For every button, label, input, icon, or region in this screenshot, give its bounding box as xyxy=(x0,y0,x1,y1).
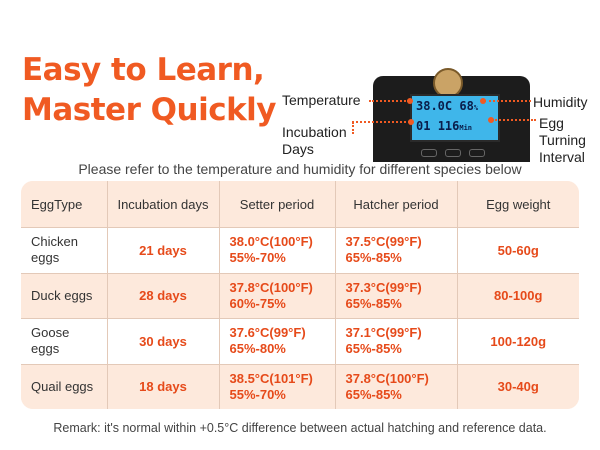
lcd-row-temperature-humidity: 38.0C 68% xyxy=(416,99,478,113)
setter-humidity: 65%-80% xyxy=(229,341,286,357)
egg-type-cell: Duck eggs xyxy=(21,272,108,320)
hatcher-temperature: 37.1°C(99°F) xyxy=(345,325,422,341)
hatcher-temperature: 37.5°C(99°F) xyxy=(345,234,422,250)
setter-period-cell: 38.0°C(100°F) 55%-70% xyxy=(218,227,336,274)
hatcher-temperature: 37.8°C(100°F) xyxy=(345,370,429,386)
table-row: Goose eggs 30 days 37.6°C(99°F) 65%-80% 37… xyxy=(21,318,579,365)
incubation-days-dot xyxy=(408,119,414,125)
incubation-days-label-line-2: Days xyxy=(282,141,314,157)
hatcher-humidity: 65%-85% xyxy=(345,386,402,402)
device-button xyxy=(469,149,485,157)
lcd-row-days-interval: 01 116Min xyxy=(416,119,472,133)
hatcher-temperature: 37.3°C(99°F) xyxy=(345,279,422,295)
incubation-days-leader-line xyxy=(352,122,354,134)
table-header-row: EggType Incubation days Setter period Ha… xyxy=(21,181,579,228)
lcd-turning-interval: 116 xyxy=(437,119,460,133)
setter-humidity: 55%-70% xyxy=(229,386,286,402)
egg-type-line-2: eggs xyxy=(31,341,60,357)
lcd-temperature: 38.0C xyxy=(416,99,453,113)
header-egg-weight: Egg weight xyxy=(456,181,579,228)
incubation-days-cell: 28 days xyxy=(106,272,220,320)
headline-line-1: Easy to Learn, xyxy=(22,52,265,88)
lcd-display: 38.0C 68% 01 116Min xyxy=(410,94,500,142)
headline-line-2: Master Quickly xyxy=(22,92,277,128)
egg-type-cell: Quail eggs xyxy=(21,363,108,409)
incubation-days-cell: 30 days xyxy=(106,318,220,365)
hatcher-humidity: 65%-85% xyxy=(345,295,402,311)
setter-humidity: 60%-75% xyxy=(229,295,286,311)
humidity-leader-line xyxy=(484,100,531,102)
headline: Easy to Learn, Master Quickly xyxy=(22,50,277,130)
species-reference-table: EggType Incubation days Setter period Ha… xyxy=(21,181,579,409)
setter-temperature: 37.8°C(100°F) xyxy=(229,279,313,295)
egg-type-line-1: Goose xyxy=(31,325,70,341)
temperature-dot xyxy=(407,98,413,104)
setter-period-cell: 38.5°C(101°F) 55%-70% xyxy=(218,363,336,409)
humidity-dot xyxy=(480,98,486,104)
setter-temperature: 38.0°C(100°F) xyxy=(229,234,313,250)
egg-turning-dot xyxy=(488,117,494,123)
incubation-days-cell: 18 days xyxy=(106,363,220,409)
humidity-label: Humidity xyxy=(533,94,588,110)
hatcher-period-cell: 37.3°C(99°F) 65%-85% xyxy=(334,272,458,320)
egg-weight-cell: 50-60g xyxy=(456,227,579,274)
egg-type-line-2: eggs xyxy=(31,250,60,266)
hatcher-humidity: 65%-85% xyxy=(345,250,402,266)
lcd-humidity-unit: % xyxy=(473,104,479,112)
hatcher-period-cell: 37.8°C(100°F) 65%-85% xyxy=(334,363,458,409)
egg-turning-label-line-1: Egg xyxy=(539,115,564,131)
lcd-interval-unit: Min xyxy=(459,124,473,132)
header-egg-type: EggType xyxy=(21,181,108,228)
temperature-leader-line xyxy=(369,100,409,102)
setter-temperature: 38.5°C(101°F) xyxy=(229,370,313,386)
setter-humidity: 55%-70% xyxy=(229,250,286,266)
incubation-days-label: Incubation Days xyxy=(282,124,347,158)
hatcher-period-cell: 37.5°C(99°F) 65%-85% xyxy=(334,227,458,274)
incubation-days-leader-line-h xyxy=(352,121,410,123)
table-row: Quail eggs 18 days 38.5°C(101°F) 55%-70% … xyxy=(21,363,579,409)
knob-icon xyxy=(433,68,463,98)
egg-weight-cell: 100-120g xyxy=(456,318,579,365)
egg-weight-cell: 30-40g xyxy=(456,363,579,409)
egg-weight-cell: 80-100g xyxy=(456,272,579,320)
incubation-days-label-line-1: Incubation xyxy=(282,124,347,140)
remark-text: Remark: it's normal within +0.5°C differ… xyxy=(53,421,547,435)
header-setter-period: Setter period xyxy=(218,181,336,228)
lcd-humidity: 68 xyxy=(459,99,474,113)
setter-period-cell: 37.6°C(99°F) 65%-80% xyxy=(218,318,336,365)
egg-turning-label-line-2: Turning xyxy=(539,132,586,148)
table-intro-text: Please refer to the temperature and humi… xyxy=(78,161,522,177)
device-button xyxy=(445,149,461,157)
egg-type-cell: Chicken eggs xyxy=(21,227,108,274)
egg-type-line-1: Chicken xyxy=(31,234,78,250)
device-button xyxy=(421,149,437,157)
egg-turning-interval-label: Egg Turning Interval xyxy=(539,115,586,166)
header-incubation-days: Incubation days xyxy=(106,181,220,228)
egg-turning-label-line-3: Interval xyxy=(539,149,585,165)
egg-type-cell: Goose eggs xyxy=(21,318,108,365)
hatcher-humidity: 65%-85% xyxy=(345,341,402,357)
hatcher-period-cell: 37.1°C(99°F) 65%-85% xyxy=(334,318,458,365)
egg-type-line-1: Quail eggs xyxy=(31,378,94,394)
table-row: Chicken eggs 21 days 38.0°C(100°F) 55%-70%… xyxy=(21,227,579,274)
setter-period-cell: 37.8°C(100°F) 60%-75% xyxy=(218,272,336,320)
temperature-label: Temperature xyxy=(282,92,361,108)
incubation-days-cell: 21 days xyxy=(106,227,220,274)
table-row: Duck eggs 28 days 37.8°C(100°F) 60%-75% 3… xyxy=(21,272,579,320)
setter-temperature: 37.6°C(99°F) xyxy=(229,325,306,341)
egg-turning-leader-line xyxy=(492,119,536,121)
egg-type-line-1: Duck eggs xyxy=(31,287,93,303)
lcd-days: 01 xyxy=(416,119,431,133)
header-hatcher-period: Hatcher period xyxy=(334,181,458,228)
